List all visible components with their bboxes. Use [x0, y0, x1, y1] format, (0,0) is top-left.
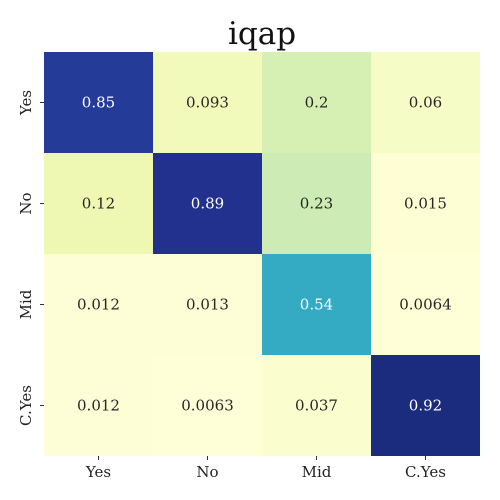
y-tick-label: No	[17, 192, 35, 214]
heatmap-cell	[44, 153, 153, 254]
cell-value-label: 0.037	[295, 397, 338, 415]
heatmap-cell	[262, 254, 371, 355]
y-tick-label: C.Yes	[17, 385, 35, 426]
heatmap-cell	[371, 52, 480, 153]
heatmap-cell	[44, 355, 153, 456]
cell-value-label: 0.23	[300, 195, 333, 213]
cell-value-label: 0.0064	[399, 296, 452, 314]
heatmap-cell	[371, 153, 480, 254]
heatmap-cell	[371, 254, 480, 355]
cell-value-label: 0.012	[77, 397, 120, 415]
cell-value-label: 0.92	[409, 397, 442, 415]
heatmap-cell	[371, 355, 480, 456]
chart-title: iqap	[228, 16, 296, 52]
cell-value-label: 0.093	[186, 94, 229, 112]
heatmap-cell	[262, 52, 371, 153]
heatmap-cell	[153, 52, 262, 153]
cell-value-label: 0.85	[82, 94, 115, 112]
cell-value-label: 0.2	[305, 94, 329, 112]
heatmap-cell	[44, 254, 153, 355]
heatmap-cell	[44, 52, 153, 153]
heatmap-cells: 0.85 0.093 0.2 0.06 0.12 0.89 0.23 0.015 0.012 0.…	[44, 52, 480, 456]
x-tick-label: Yes	[85, 463, 111, 481]
heatmap-cell	[262, 153, 371, 254]
y-axis-ticks: Yes No Mid C.Yes	[17, 90, 44, 426]
x-tick-label: C.Yes	[405, 463, 446, 481]
heatmap-cell	[153, 355, 262, 456]
heatmap-cell	[153, 254, 262, 355]
cell-value-label: 0.0063	[181, 397, 234, 415]
x-axis-ticks: Yes No Mid C.Yes	[85, 456, 446, 481]
cell-value-label: 0.015	[404, 195, 447, 213]
cell-value-label: 0.06	[409, 94, 442, 112]
heatmap-cell	[262, 355, 371, 456]
y-tick-label: Mid	[17, 289, 35, 319]
cell-value-label: 0.012	[77, 296, 120, 314]
heatmap-cell	[153, 153, 262, 254]
y-tick-label: Yes	[17, 90, 35, 116]
cell-value-label: 0.54	[300, 296, 333, 314]
cell-value-label: 0.12	[82, 195, 115, 213]
cell-value-label: 0.89	[191, 195, 224, 213]
x-tick-label: No	[196, 463, 218, 481]
x-tick-label: Mid	[302, 463, 332, 481]
cell-value-label: 0.013	[186, 296, 229, 314]
